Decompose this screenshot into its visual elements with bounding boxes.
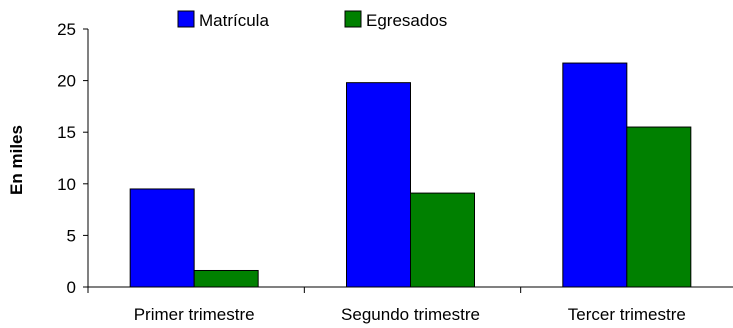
bar-matricula [562,62,628,288]
x-axis: Primer trimestre Segundo trimestre Tercer … [87,286,733,324]
bar-egresados [626,126,692,288]
y-tick-label: 20 [57,72,76,91]
y-tick-label: 10 [57,175,76,194]
bars [129,62,692,288]
legend: Matrícula Egresados [177,10,447,30]
y-tick-label: 25 [57,20,76,39]
bar-egresados [193,269,259,288]
bar-egresados [410,192,475,288]
y-tick-label: 15 [57,123,76,142]
legend-swatch [344,10,362,28]
y-axis: 0 5 10 15 20 25 [57,20,89,297]
legend-label: Matrícula [199,11,269,30]
y-tick-label: 0 [67,278,76,297]
x-category-label: Segundo trimestre [341,305,480,324]
y-tick-label: 5 [67,226,76,245]
x-category-label: Tercer trimestre [568,305,686,324]
y-axis-title: En miles [7,125,26,195]
legend-swatch [177,10,195,28]
bar-matricula [346,82,411,288]
bar-matricula [129,188,195,288]
x-category-label: Primer trimestre [134,305,255,324]
legend-label: Egresados [366,11,447,30]
